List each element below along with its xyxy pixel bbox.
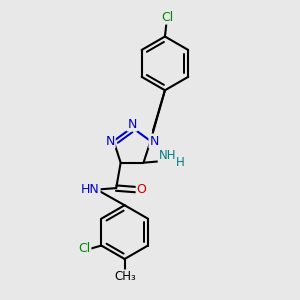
Text: HN: HN bbox=[81, 183, 100, 196]
Text: H: H bbox=[176, 156, 185, 169]
Text: O: O bbox=[136, 183, 146, 196]
Text: N: N bbox=[105, 134, 115, 148]
Text: Cl: Cl bbox=[78, 242, 90, 255]
Text: CH₃: CH₃ bbox=[114, 270, 136, 284]
Text: Cl: Cl bbox=[161, 11, 173, 24]
Text: N: N bbox=[149, 134, 159, 148]
Text: N: N bbox=[128, 118, 137, 130]
Text: NH: NH bbox=[159, 149, 176, 162]
